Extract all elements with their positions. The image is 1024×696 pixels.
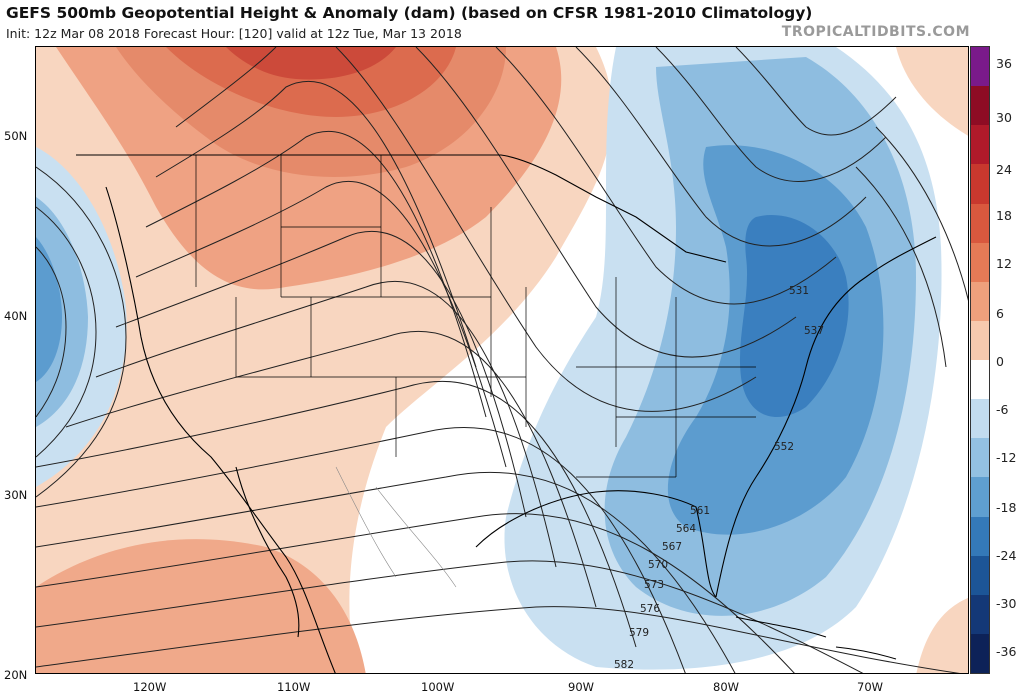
colorbar-segment [971, 320, 989, 360]
map-title: GEFS 500mb Geopotential Height & Anomaly… [6, 4, 813, 22]
cool-anomaly-west-deep [36, 237, 62, 382]
contour-label-570: 570 [648, 559, 669, 571]
colorbar-segment [971, 47, 989, 87]
colorbar-segment [971, 164, 989, 204]
baja-peninsula [235, 466, 300, 638]
contour-label-573: 573 [644, 579, 665, 591]
contour-label-531: 531 [789, 285, 810, 297]
contour-label-582: 582 [614, 659, 635, 671]
colorbar-segment [971, 555, 989, 595]
atlantic-coast [715, 236, 937, 598]
colorbar-segment [971, 633, 989, 673]
colorbar-segment [971, 281, 989, 321]
colorbar [970, 46, 990, 674]
contour-label-552: 552 [774, 441, 795, 453]
colorbar-label-24: 24 [996, 162, 1012, 177]
contour-label-564: 564 [676, 523, 697, 535]
us-canada-border [76, 154, 727, 263]
colorbar-label-0: 0 [996, 354, 1004, 369]
colorbar-segment [971, 516, 989, 556]
gulf-coast [475, 490, 717, 598]
colorbar-label-12: 12 [996, 256, 1012, 271]
lon-label-90w: 90W [568, 680, 595, 694]
map-svg [36, 47, 968, 673]
state-borders [195, 155, 756, 478]
warm-anomaly-northeast [896, 47, 968, 136]
contour-label-579: 579 [629, 627, 650, 639]
brand-watermark: TROPICALTIDBITS.COM [781, 24, 970, 40]
colorbar-segment [971, 242, 989, 282]
colorbar-segment [971, 438, 989, 478]
colorbar-label-neg36: -36 [996, 644, 1017, 659]
contour-label-576: 576 [640, 603, 661, 615]
colorbar-segment [971, 203, 989, 243]
lon-label-70w: 70W [857, 680, 884, 694]
lon-label-120w: 120W [133, 680, 167, 694]
colorbar-segment [971, 399, 989, 439]
lat-label-30n: 30N [4, 488, 28, 502]
lon-label-80w: 80W [713, 680, 740, 694]
colorbar-label-neg18: -18 [996, 500, 1017, 515]
colorbar-segment [971, 125, 989, 165]
cool-anomaly-east-deep [739, 215, 849, 417]
lat-label-40n: 40N [4, 309, 28, 323]
lon-label-110w: 110W [277, 680, 311, 694]
lat-label-20n: 20N [4, 668, 28, 682]
contour-label-567: 567 [662, 541, 683, 553]
colorbar-segment [971, 360, 989, 400]
caribbean-islands [735, 616, 897, 660]
colorbar-label-6: 6 [996, 306, 1004, 321]
map-area: 531 537 552 561 564 567 570 573 576 579 … [35, 46, 969, 674]
contour-label-537: 537 [804, 325, 825, 337]
colorbar-label-36: 36 [996, 56, 1012, 71]
height-contours [36, 47, 968, 673]
lat-label-50n: 50N [4, 129, 28, 143]
contour-label-561: 561 [690, 505, 711, 517]
colorbar-label-neg30: -30 [996, 596, 1017, 611]
warm-anomaly-southeast [916, 597, 968, 673]
colorbar-label-neg12: -12 [996, 450, 1017, 465]
colorbar-segment [971, 477, 989, 517]
header: GEFS 500mb Geopotential Height & Anomaly… [0, 0, 1024, 46]
warm-anomaly-peak [226, 47, 396, 80]
colorbar-label-30: 30 [996, 110, 1012, 125]
colorbar-label-neg24: -24 [996, 548, 1017, 563]
map-subtitle: Init: 12z Mar 08 2018 Forecast Hour: [12… [6, 26, 462, 41]
coastlines [76, 154, 937, 673]
cool-anomaly-west-core [36, 197, 88, 427]
pacific-coast [105, 186, 336, 673]
mexico-borders [335, 466, 457, 588]
colorbar-segment [971, 86, 989, 126]
lon-label-100w: 100W [421, 680, 455, 694]
colorbar-label-18: 18 [996, 208, 1012, 223]
colorbar-label-neg6: -6 [996, 402, 1009, 417]
colorbar-segment [971, 594, 989, 634]
